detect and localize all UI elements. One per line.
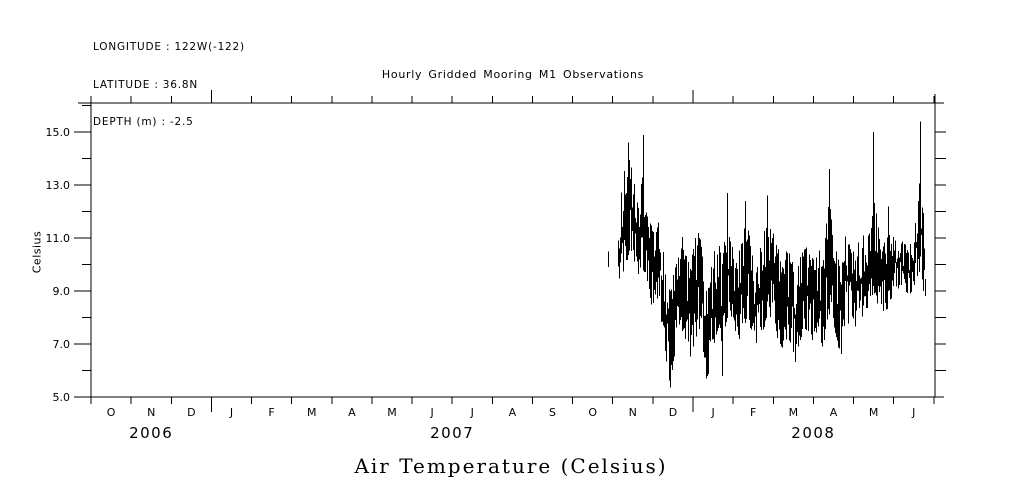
month-label: M (789, 406, 799, 419)
y-tick-label: 9.0 (53, 285, 71, 298)
month-label: M (307, 406, 317, 419)
y-tick-label: 15.0 (46, 126, 71, 139)
month-label: A (830, 406, 838, 419)
month-label: J (430, 406, 434, 419)
year-label: 2008 (791, 424, 835, 442)
metadata-block: LONGITUDE : 122W(-122) LATITUDE : 36.8N … (93, 16, 245, 154)
month-label: J (710, 406, 714, 419)
month-label: D (669, 406, 677, 419)
longitude-label: LONGITUDE : 122W(-122) (93, 41, 245, 53)
month-label: A (509, 406, 517, 419)
month-label: N (629, 406, 637, 419)
month-label: O (588, 406, 597, 419)
month-label: A (348, 406, 356, 419)
month-label: M (387, 406, 397, 419)
y-tick-label: 11.0 (46, 232, 71, 245)
latitude-label: LATITUDE : 36.8N (93, 78, 199, 91)
chart-title: Hourly Gridded Mooring M1 Observations (381, 68, 645, 81)
month-label: S (549, 406, 556, 419)
month-label: D (187, 406, 195, 419)
month-label: N (147, 406, 155, 419)
month-label: J (911, 406, 915, 419)
y-tick-label: 13.0 (46, 179, 71, 192)
temperature-series-path (608, 121, 926, 388)
month-label: J (229, 406, 233, 419)
month-label: F (268, 406, 274, 419)
y-tick-label: 7.0 (53, 338, 71, 351)
y-tick-label: 5.0 (53, 391, 71, 404)
year-label: 2006 (129, 424, 173, 442)
depth-label: DEPTH (m) : -2.5 (93, 116, 194, 128)
month-label: M (869, 406, 879, 419)
year-label: 2007 (430, 424, 474, 442)
month-label: F (750, 406, 756, 419)
month-label: O (107, 406, 116, 419)
x-axis-title: Air Temperature (Celsius) (354, 454, 668, 478)
month-label: J (470, 406, 474, 419)
